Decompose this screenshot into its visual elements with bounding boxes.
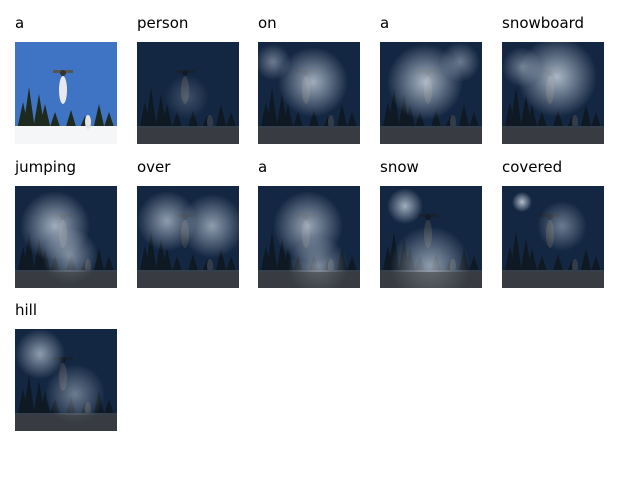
- caption-word-label: a: [380, 14, 389, 32]
- ground-shade: [258, 128, 360, 144]
- attention-highlight: [537, 201, 587, 251]
- bystander: [85, 115, 91, 129]
- ground-shade: [137, 128, 239, 144]
- caption-word-label: covered: [502, 158, 562, 176]
- attention-map-image: [380, 186, 482, 288]
- attention-map-image: [502, 186, 604, 288]
- caption-word-label: snow: [380, 158, 419, 176]
- attention-map-image: [15, 186, 117, 288]
- ground-shade: [502, 128, 604, 144]
- attention-map-image: [502, 42, 604, 144]
- attention-highlight: [165, 75, 209, 119]
- ground-shade: [380, 272, 482, 288]
- attention-map-image: [258, 42, 360, 144]
- caption-word-label: person: [137, 14, 188, 32]
- ground-shade: [502, 272, 604, 288]
- attention-highlight: [512, 192, 532, 212]
- attention-highlight: [440, 42, 480, 82]
- ground-shade: [380, 128, 482, 144]
- jumper-head: [60, 70, 66, 76]
- ground-shade: [258, 272, 360, 288]
- attention-map-image: [137, 42, 239, 144]
- caption-word-label: hill: [15, 301, 37, 319]
- attention-map-image: [137, 186, 239, 288]
- caption-word-label: a: [258, 158, 267, 176]
- caption-word-label: a: [15, 14, 24, 32]
- ground-shade: [15, 415, 117, 431]
- attention-highlight: [387, 188, 423, 224]
- snow-ground: [15, 126, 117, 144]
- attention-map-image: [258, 186, 360, 288]
- caption-word-label: on: [258, 14, 277, 32]
- original-image: [15, 42, 117, 144]
- caption-word-label: over: [137, 158, 170, 176]
- caption-word-label: jumping: [15, 158, 76, 176]
- ground-shade: [15, 272, 117, 288]
- attention-map-image: [15, 329, 117, 431]
- jumper: [59, 76, 67, 104]
- attention-map-image: [380, 42, 482, 144]
- ground-shade: [137, 272, 239, 288]
- attention-highlight: [502, 47, 542, 87]
- caption-word-label: snowboard: [502, 14, 584, 32]
